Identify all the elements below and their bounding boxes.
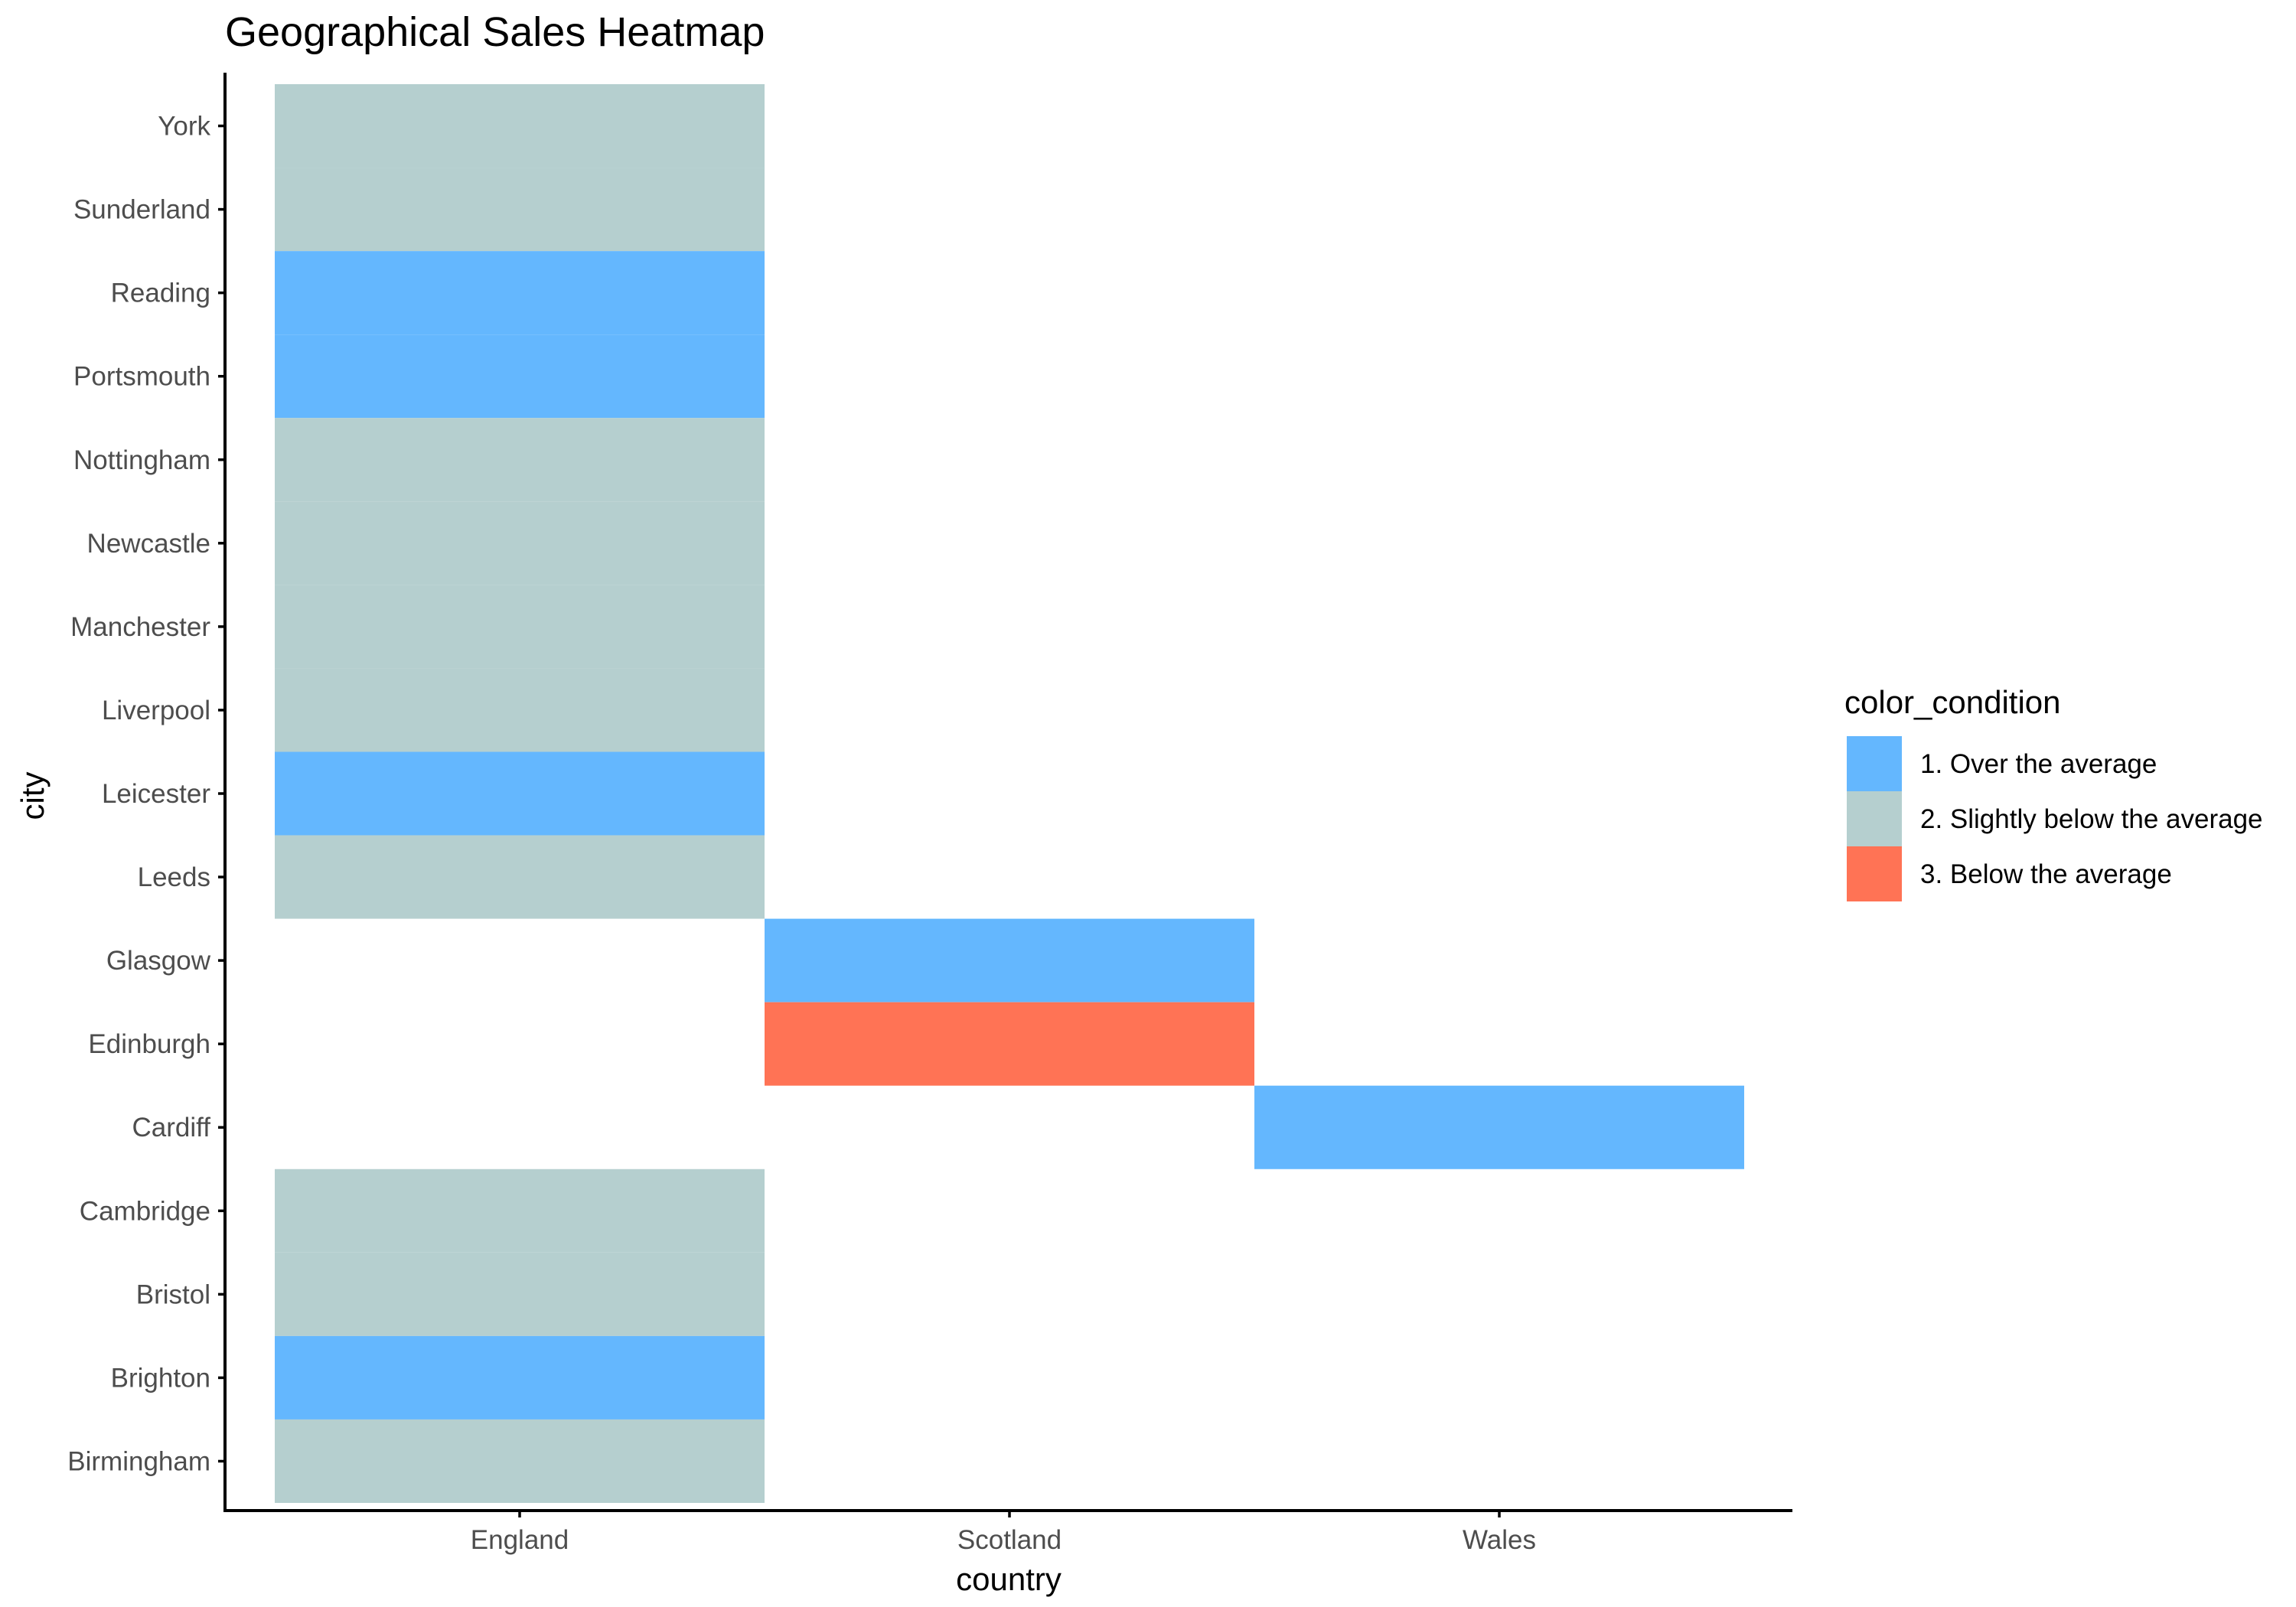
y-tick-label-liverpool: Liverpool	[102, 696, 210, 725]
heatmap-cell-cambridge	[275, 1169, 765, 1253]
heatmap-cell-reading	[275, 251, 765, 335]
y-tick-label-bristol: Bristol	[136, 1279, 210, 1309]
heatmap-cell-leicester	[275, 751, 765, 836]
legend-title: color_condition	[1844, 684, 2061, 720]
y-axis-ticks: Birmingham Brighton Bristol Cambridge Cardif…	[67, 112, 225, 1476]
heatmap-cell-portsmouth	[275, 334, 765, 419]
y-tick-label-birmingham: Birmingham	[67, 1446, 210, 1476]
legend-swatch-1	[1847, 736, 1902, 791]
y-tick-label-glasgow: Glasgow	[106, 946, 211, 976]
heatmap-cell-glasgow	[765, 918, 1254, 1002]
heatmap-cell-newcastle	[275, 501, 765, 585]
y-tick-label-cambridge: Cambridge	[80, 1196, 210, 1226]
y-tick-label-edinburgh: Edinburgh	[88, 1029, 210, 1059]
heatmap-cells	[275, 84, 1744, 1503]
legend: color_condition 1. Over the average 2. Sl…	[1844, 684, 2263, 901]
legend-swatch-2	[1847, 791, 1902, 846]
heatmap-cell-leeds	[275, 835, 765, 919]
chart-title: Geographical Sales Heatmap	[225, 9, 765, 55]
y-tick-label-leeds: Leeds	[138, 862, 210, 892]
y-tick-label-sunderland: Sunderland	[73, 195, 210, 225]
heatmap-cell-birmingham	[275, 1419, 765, 1503]
heatmap-cell-bristol	[275, 1252, 765, 1336]
heatmap-cell-york	[275, 84, 765, 168]
heatmap-cell-brighton	[275, 1335, 765, 1420]
legend-label-3: 3. Below the average	[1920, 859, 2172, 889]
legend-items: 1. Over the average 2. Slightly below the…	[1847, 736, 2263, 901]
heatmap-cell-liverpool	[275, 668, 765, 752]
legend-label-1: 1. Over the average	[1920, 749, 2157, 779]
y-tick-label-reading: Reading	[111, 279, 210, 308]
y-tick-label-brighton: Brighton	[111, 1363, 210, 1393]
heatmap-cell-sunderland	[275, 168, 765, 252]
y-tick-label-newcastle: Newcastle	[87, 529, 210, 559]
heatmap-cell-cardiff	[1254, 1085, 1744, 1169]
x-axis-title: country	[956, 1561, 1062, 1597]
legend-label-2: 2. Slightly below the average	[1920, 804, 2263, 834]
heatmap-cell-edinburgh	[765, 1002, 1254, 1086]
y-tick-label-leicester: Leicester	[102, 779, 210, 809]
heatmap-cell-nottingham	[275, 418, 765, 502]
x-tick-label-scotland: Scotland	[957, 1525, 1062, 1555]
y-tick-label-cardiff: Cardiff	[132, 1113, 211, 1143]
heatmap-cell-manchester	[275, 585, 765, 669]
y-tick-label-manchester: Manchester	[70, 612, 210, 642]
y-axis-title: city	[15, 772, 51, 820]
y-tick-label-nottingham: Nottingham	[73, 445, 210, 475]
x-tick-label-england: England	[471, 1525, 569, 1555]
x-tick-label-wales: Wales	[1463, 1525, 1536, 1555]
x-axis-ticks: England Scotland Wales	[471, 1511, 1536, 1555]
y-tick-label-portsmouth: Portsmouth	[73, 362, 210, 392]
y-tick-label-york: York	[158, 112, 210, 142]
legend-swatch-3	[1847, 846, 1902, 901]
